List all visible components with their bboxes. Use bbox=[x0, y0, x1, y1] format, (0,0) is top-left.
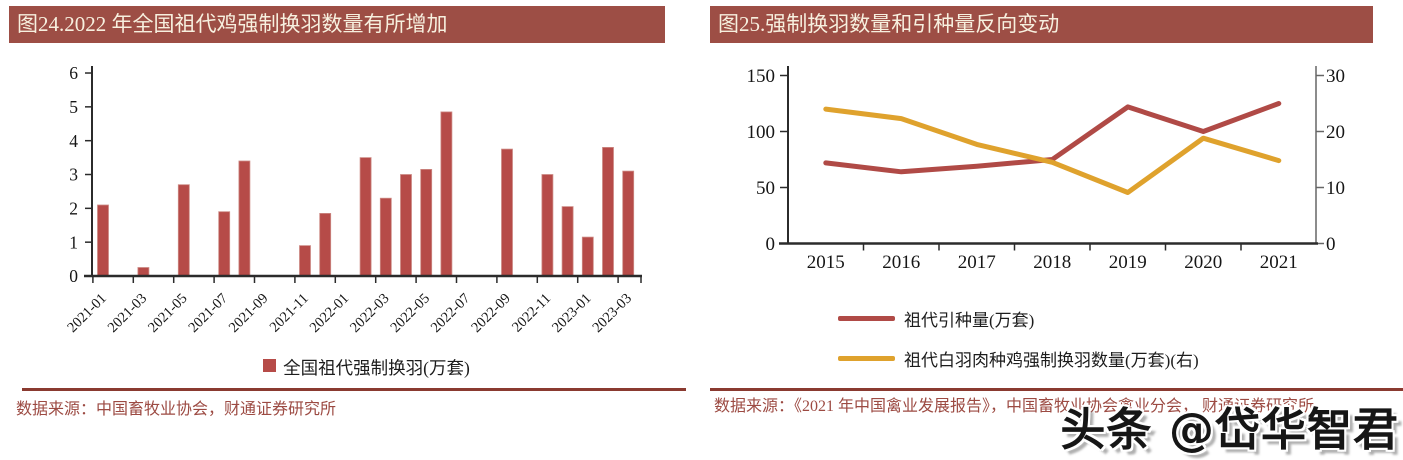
x-tick-label: 2023-01 bbox=[549, 291, 594, 336]
svg-text:150: 150 bbox=[747, 66, 776, 87]
bar-2023-01 bbox=[581, 236, 594, 277]
legend-label-molt: 祖代白羽肉种鸡强制换羽数量(万套)(右) bbox=[904, 351, 1199, 370]
svg-text:1: 1 bbox=[69, 232, 78, 252]
x-tick-label: 2022-07 bbox=[428, 291, 473, 336]
year-label: 2017 bbox=[958, 252, 996, 273]
legend-swatch-forced-molt bbox=[263, 359, 277, 372]
x-tick-label: 2022-09 bbox=[468, 291, 513, 336]
svg-text:20: 20 bbox=[1326, 122, 1345, 143]
bar-2022-02 bbox=[359, 157, 372, 277]
year-label: 2018 bbox=[1033, 252, 1071, 273]
bar-2022-05 bbox=[420, 169, 433, 277]
bar-2022-03 bbox=[379, 197, 392, 277]
year-label: 2016 bbox=[882, 252, 920, 273]
x-tick-label: 2021-11 bbox=[267, 291, 312, 336]
series-line bbox=[823, 106, 1282, 195]
forced-molt-bar-chart: 01234562021-012021-032021-052021-072021-… bbox=[64, 63, 642, 336]
x-tick-label: 2022-11 bbox=[509, 291, 554, 336]
bar-2022-11 bbox=[541, 174, 554, 277]
bar-2021-01 bbox=[97, 204, 109, 277]
x-tick-label: 2021-09 bbox=[226, 291, 271, 336]
svg-text:100: 100 bbox=[747, 122, 776, 143]
bar-2023-02 bbox=[602, 147, 614, 277]
series-line bbox=[823, 101, 1282, 175]
bar-2023-03 bbox=[622, 170, 635, 277]
bar-2021-08 bbox=[238, 160, 251, 277]
x-tick-label: 2021-05 bbox=[145, 291, 190, 336]
bar-2021-05 bbox=[177, 184, 190, 277]
svg-text:4: 4 bbox=[69, 131, 78, 151]
legend-swatch-introduction-line bbox=[838, 316, 895, 321]
svg-text:50: 50 bbox=[756, 178, 775, 199]
year-label: 2015 bbox=[807, 252, 845, 273]
legend-swatch-molt-line bbox=[838, 356, 895, 361]
x-tick-label: 2022-03 bbox=[347, 291, 392, 336]
svg-text:0: 0 bbox=[766, 234, 776, 255]
svg-text:2: 2 bbox=[69, 198, 78, 218]
figure25-source: 数据来源：《2021 年中国禽业发展报告》，中国畜牧业协会禽业分会， 财通证券研… bbox=[714, 398, 1315, 415]
figure25-title-bar: 图25.强制换羽数量和引种量反向变动 bbox=[710, 6, 1373, 43]
figure24-source: 数据来源：中国畜牧业协会，财通证券研究所 bbox=[16, 401, 337, 418]
figure25-legend-row-molt: 祖代白羽肉种鸡强制换羽数量(万套)(右) bbox=[838, 346, 1199, 371]
year-label: 2021 bbox=[1260, 252, 1298, 273]
x-tick-label: 2021-07 bbox=[186, 291, 231, 336]
legend-label-forced-molt: 全国祖代强制换羽(万套) bbox=[283, 358, 470, 378]
svg-text:3: 3 bbox=[69, 165, 78, 185]
figure25-divider-line bbox=[710, 388, 1403, 391]
x-tick-label: 2022-05 bbox=[388, 291, 433, 336]
year-label: 2019 bbox=[1109, 252, 1147, 273]
x-tick-label: 2021-01 bbox=[64, 291, 109, 336]
svg-text:0: 0 bbox=[69, 266, 78, 286]
legend-label-introduction: 祖代引种量(万套) bbox=[904, 311, 1035, 330]
bar-2022-12 bbox=[561, 206, 574, 277]
x-tick-label: 2023-03 bbox=[590, 291, 635, 336]
svg-text:6: 6 bbox=[69, 63, 78, 83]
svg-text:30: 30 bbox=[1326, 66, 1345, 87]
figure24-legend: 全国祖代强制换羽(万套) bbox=[92, 355, 641, 380]
bar-2021-11 bbox=[299, 245, 311, 277]
svg-text:5: 5 bbox=[69, 97, 78, 117]
year-label: 2020 bbox=[1184, 252, 1222, 273]
figure24-divider-line bbox=[22, 388, 686, 391]
figure25-legend-row-introduction: 祖代引种量(万套) bbox=[838, 306, 1034, 331]
x-tick-label: 2021-03 bbox=[105, 291, 150, 336]
svg-text:0: 0 bbox=[1326, 234, 1336, 255]
bar-2021-03 bbox=[137, 267, 150, 277]
watermark: 头条 @岱华智君 bbox=[1060, 403, 1399, 456]
x-tick-label: 2022-01 bbox=[307, 291, 352, 336]
figure24-title: 图24.2022 年全国祖代鸡强制换羽数量有所增加 bbox=[17, 12, 448, 36]
introduction-vs-molt-line-chart: 0 50 100 150 0 10 20 30 2015 2016 2017 2018 2019 2020… bbox=[747, 66, 1345, 273]
figure24-title-bar: 图24.2022 年全国祖代鸡强制换羽数量有所增加 bbox=[9, 6, 665, 43]
svg-text:10: 10 bbox=[1326, 178, 1345, 199]
bar-2022-06 bbox=[440, 111, 453, 277]
bar-2022-09 bbox=[501, 148, 513, 277]
bar-2022-04 bbox=[400, 174, 412, 277]
bar-2021-07 bbox=[218, 211, 231, 277]
bar-2021-12 bbox=[319, 212, 332, 277]
figure25-title: 图25.强制换羽数量和引种量反向变动 bbox=[718, 12, 1060, 36]
